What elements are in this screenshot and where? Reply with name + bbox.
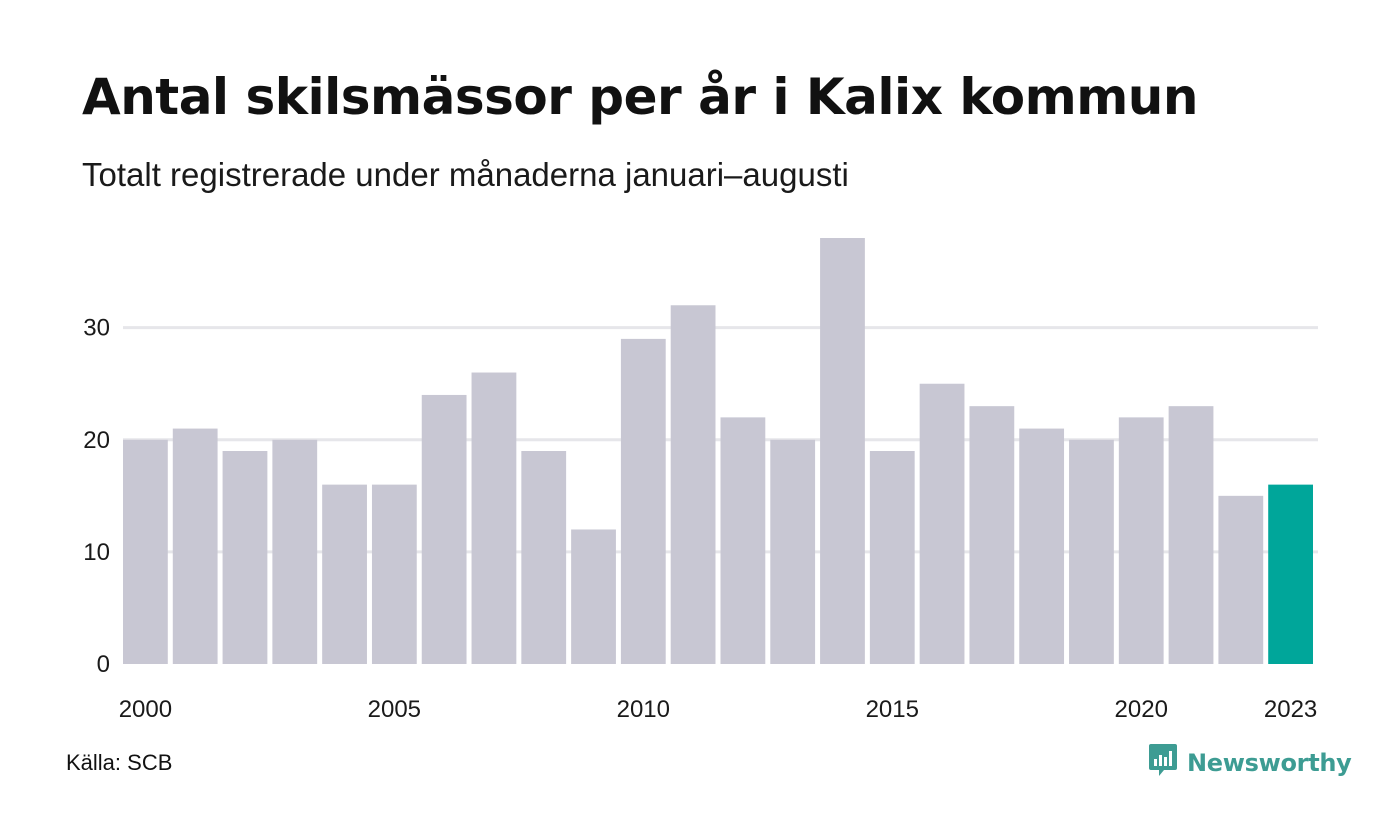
bar-2012 [720,417,766,664]
bar-chart: 0 10 20 30 2000 2005 2010 2015 2020 2023 [83,238,1318,723]
bar-2016 [919,383,965,664]
source-note: Källa: SCB [66,750,173,775]
chart-subtitle: Totalt registrerade under månaderna janu… [82,156,849,193]
bar-2005 [371,484,417,664]
x-tick-label: 2000 [119,696,172,723]
bar-2020 [1118,417,1164,664]
newsworthy-logo-icon [1148,742,1178,783]
bar-2014 [820,238,865,664]
bar-2006 [421,394,467,664]
x-tick-label: 2020 [1115,696,1168,723]
bar-2015 [869,451,915,664]
newsworthy-brand[interactable]: Newsworthy [1148,742,1352,783]
bar-2010 [620,338,666,664]
y-tick-label: 0 [97,651,110,678]
y-tick-label: 10 [83,539,110,566]
y-tick-label: 30 [83,315,110,342]
bar-2011 [670,305,716,664]
x-tick-label: 2010 [617,696,670,723]
bar-2001 [172,428,218,664]
bar-2000 [123,439,168,664]
bar-2018 [1019,428,1065,664]
x-axis-ticks: 2000 2005 2010 2015 2020 2023 [119,696,1318,723]
y-axis-ticks: 0 10 20 30 [83,315,110,678]
bar-2004 [322,484,367,664]
x-tick-label: 2005 [368,696,421,723]
bar-2007 [471,372,517,664]
bar-2017 [969,406,1015,664]
bar-2023 [1268,484,1313,664]
x-tick-label: 2023 [1264,696,1317,723]
bar-2002 [222,451,268,664]
bar-2022 [1218,495,1264,664]
bar-2021 [1168,406,1214,664]
chart-title: Antal skilsmässor per år i Kalix kommun [82,68,1199,126]
newsworthy-wordmark: Newsworthy [1187,748,1352,777]
y-tick-label: 20 [83,427,110,454]
x-tick-label: 2015 [866,696,919,723]
bar-2013 [770,439,816,664]
bar-2008 [521,451,567,664]
bars [123,238,1313,664]
bar-2019 [1069,439,1114,664]
bar-2009 [571,529,616,664]
bar-2003 [272,439,318,664]
